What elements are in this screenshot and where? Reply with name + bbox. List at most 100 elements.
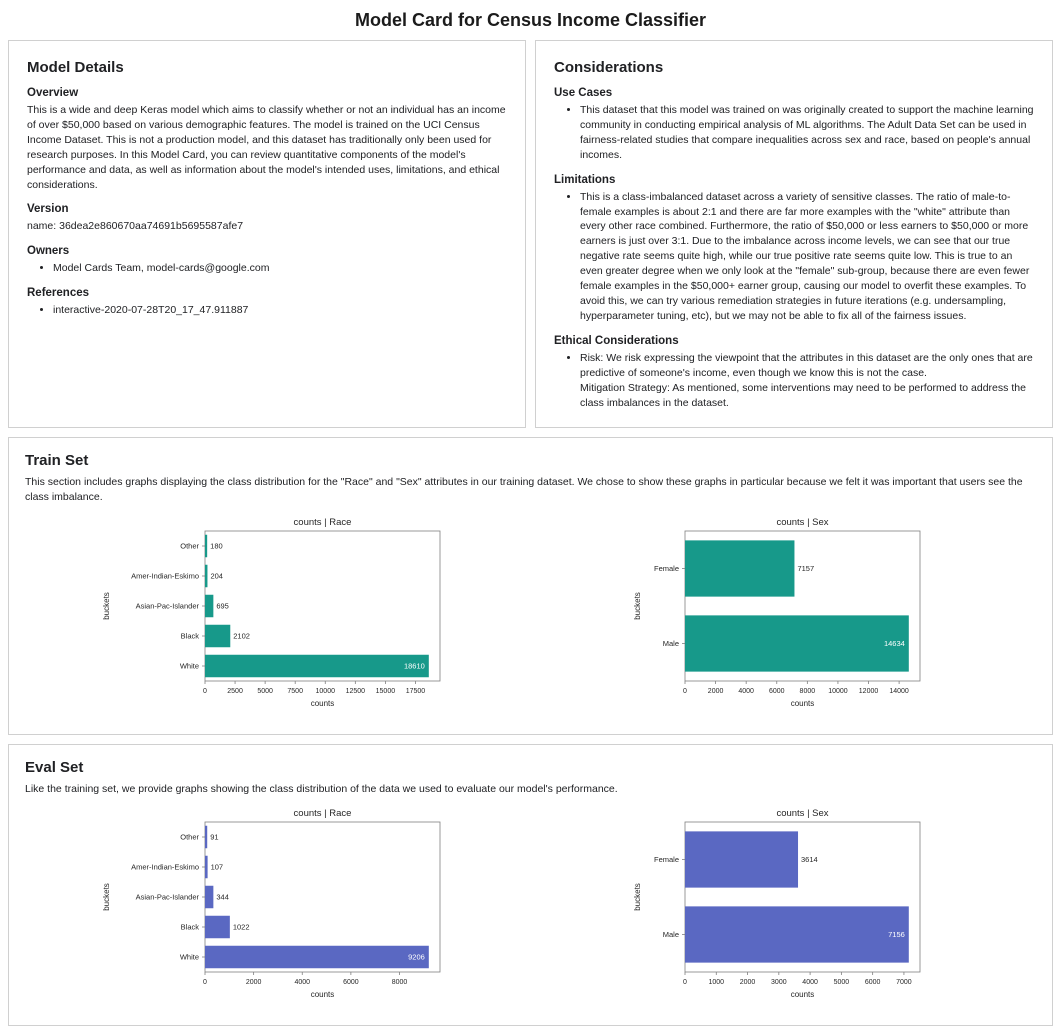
references-list: interactive-2020-07-28T20_17_47.911887 bbox=[53, 303, 507, 318]
svg-text:10000: 10000 bbox=[828, 688, 848, 695]
svg-text:8000: 8000 bbox=[392, 979, 408, 986]
svg-text:7156: 7156 bbox=[888, 930, 905, 939]
svg-text:18610: 18610 bbox=[404, 661, 425, 670]
svg-text:8000: 8000 bbox=[800, 688, 816, 695]
use-cases-heading: Use Cases bbox=[554, 87, 613, 99]
overview-heading: Overview bbox=[27, 87, 79, 99]
considerations-card: Considerations Use Cases This dataset th… bbox=[535, 40, 1053, 429]
bar-chart: counts | Race 0 2500 5000 7500 10000 12500 1500… bbox=[102, 517, 441, 708]
ethical-considerations-list: Risk: We risk expressing the viewpoint t… bbox=[580, 351, 1034, 411]
chart-train-race: counts | Race 0 2500 5000 7500 10000 12500 1500… bbox=[100, 513, 455, 720]
svg-text:counts | Sex: counts | Sex bbox=[777, 517, 829, 528]
train-charts-row: counts | Race 0 2500 5000 7500 10000 12500 1500… bbox=[25, 513, 1036, 720]
svg-text:Male: Male bbox=[663, 639, 679, 648]
svg-text:buckets: buckets bbox=[633, 884, 642, 912]
svg-text:counts | Race: counts | Race bbox=[294, 808, 352, 819]
version-heading: Version bbox=[27, 203, 69, 216]
chart-eval-sex: counts | Sex 0 1000 2000 3000 4000 5000 6000 700… bbox=[631, 804, 935, 1011]
bar-chart: counts | Sex 0 2000 4000 6000 8000 10000 12000 1… bbox=[633, 517, 921, 708]
svg-text:Other: Other bbox=[180, 833, 199, 842]
svg-text:204: 204 bbox=[211, 571, 224, 580]
svg-text:344: 344 bbox=[217, 893, 230, 902]
svg-text:7157: 7157 bbox=[798, 564, 815, 573]
svg-text:counts: counts bbox=[311, 990, 335, 999]
svg-text:counts: counts bbox=[791, 990, 815, 999]
svg-text:Amer-Indian-Eskimo: Amer-Indian-Eskimo bbox=[131, 571, 199, 580]
svg-text:buckets: buckets bbox=[633, 592, 642, 620]
svg-text:counts | Sex: counts | Sex bbox=[777, 808, 829, 819]
svg-text:10000: 10000 bbox=[316, 688, 336, 695]
top-cards-row: Model Details Overview This is a wide an… bbox=[8, 40, 1053, 429]
svg-text:Male: Male bbox=[663, 930, 679, 939]
svg-text:counts: counts bbox=[311, 699, 335, 708]
overview-text: This is a wide and deep Keras model whic… bbox=[27, 104, 506, 191]
owners-list: Model Cards Team, model-cards@google.com bbox=[53, 261, 507, 276]
svg-text:buckets: buckets bbox=[102, 884, 111, 912]
use-cases-list: This dataset that this model was trained… bbox=[580, 103, 1034, 163]
svg-text:2000: 2000 bbox=[740, 979, 756, 986]
svg-text:0: 0 bbox=[203, 979, 207, 986]
limitation-item: This is a class-imbalanced dataset acros… bbox=[580, 190, 1034, 324]
svg-text:7500: 7500 bbox=[288, 688, 304, 695]
model-details-title: Model Details bbox=[27, 59, 124, 76]
svg-text:2000: 2000 bbox=[708, 688, 724, 695]
svg-text:White: White bbox=[180, 953, 199, 962]
limitations-heading: Limitations bbox=[554, 173, 616, 186]
owners-heading: Owners bbox=[27, 245, 70, 258]
ethical-considerations-heading: Ethical Considerations bbox=[554, 334, 679, 347]
svg-text:Amer-Indian-Eskimo: Amer-Indian-Eskimo bbox=[131, 863, 199, 872]
svg-text:5000: 5000 bbox=[258, 688, 274, 695]
considerations-title: Considerations bbox=[554, 59, 664, 76]
svg-text:2000: 2000 bbox=[246, 979, 262, 986]
svg-text:4000: 4000 bbox=[803, 979, 819, 986]
train-set-description: This section includes graphs displaying … bbox=[25, 476, 1023, 504]
train-set-panel: Train Set This section includes graphs d… bbox=[8, 437, 1053, 735]
svg-text:Asian-Pac-Islander: Asian-Pac-Islander bbox=[136, 601, 200, 610]
model-details-card: Model Details Overview This is a wide an… bbox=[8, 40, 526, 429]
chart-train-sex: counts | Sex 0 2000 4000 6000 8000 10000 12000 1… bbox=[631, 513, 935, 720]
svg-text:6000: 6000 bbox=[769, 688, 785, 695]
svg-text:6000: 6000 bbox=[865, 979, 881, 986]
svg-text:2500: 2500 bbox=[228, 688, 244, 695]
svg-text:107: 107 bbox=[211, 863, 224, 872]
svg-text:14000: 14000 bbox=[890, 688, 910, 695]
svg-text:2102: 2102 bbox=[234, 631, 251, 640]
chart-eval-race: counts | Race 0 2000 4000 6000 8000 counts buck… bbox=[100, 804, 455, 1011]
svg-text:3000: 3000 bbox=[771, 979, 787, 986]
owner-item: Model Cards Team, model-cards@google.com bbox=[53, 261, 507, 276]
svg-text:0: 0 bbox=[203, 688, 207, 695]
svg-text:695: 695 bbox=[217, 601, 230, 610]
svg-text:9206: 9206 bbox=[408, 953, 425, 962]
svg-text:4000: 4000 bbox=[295, 979, 311, 986]
page-title: Model Card for Census Income Classifier bbox=[354, 10, 707, 30]
eval-set-description: Like the training set, we provide graphs… bbox=[25, 782, 618, 795]
svg-text:1000: 1000 bbox=[709, 979, 725, 986]
references-heading: References bbox=[27, 287, 90, 300]
train-set-title: Train Set bbox=[25, 452, 89, 470]
bar-chart: counts | Race 0 2000 4000 6000 8000 counts buck… bbox=[102, 808, 441, 999]
svg-text:12000: 12000 bbox=[859, 688, 879, 695]
svg-text:1022: 1022 bbox=[233, 923, 250, 932]
svg-text:0: 0 bbox=[683, 979, 687, 986]
svg-text:14634: 14634 bbox=[884, 639, 905, 648]
ethical-consideration-item: Risk: We risk expressing the viewpoint t… bbox=[580, 351, 1034, 411]
svg-text:buckets: buckets bbox=[102, 592, 111, 620]
version-text: name: 36dea2e860670aa74691b5695587afe7 bbox=[27, 220, 244, 233]
eval-set-panel: Eval Set Like the training set, we provi… bbox=[8, 743, 1053, 1026]
svg-text:counts: counts bbox=[791, 699, 815, 708]
svg-text:180: 180 bbox=[210, 541, 223, 550]
svg-text:Other: Other bbox=[180, 541, 199, 550]
svg-text:4000: 4000 bbox=[739, 688, 755, 695]
svg-text:7000: 7000 bbox=[896, 979, 912, 986]
svg-text:0: 0 bbox=[683, 688, 687, 695]
eval-set-title: Eval Set bbox=[25, 758, 84, 776]
svg-text:White: White bbox=[180, 661, 199, 670]
svg-text:3614: 3614 bbox=[801, 855, 818, 864]
svg-text:5000: 5000 bbox=[834, 979, 850, 986]
limitations-list: This is a class-imbalanced dataset acros… bbox=[580, 190, 1034, 324]
eval-charts-row: counts | Race 0 2000 4000 6000 8000 counts buck… bbox=[25, 804, 1036, 1011]
svg-text:Female: Female bbox=[654, 564, 679, 573]
svg-text:counts | Race: counts | Race bbox=[294, 517, 352, 528]
svg-text:12500: 12500 bbox=[346, 688, 366, 695]
svg-text:6000: 6000 bbox=[343, 979, 359, 986]
